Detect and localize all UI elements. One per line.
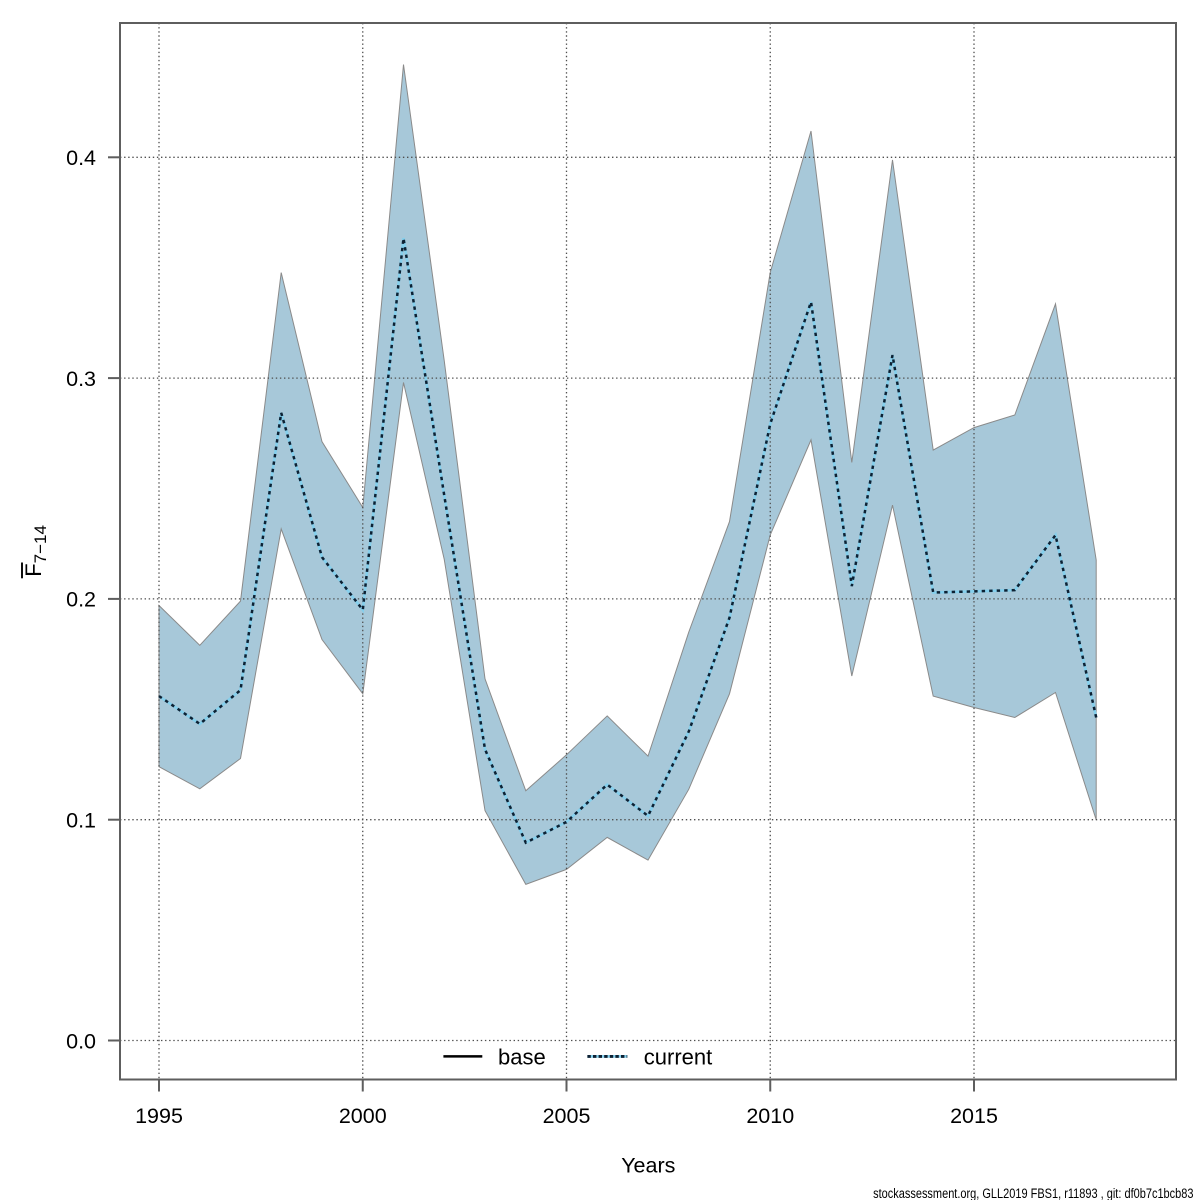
svg-text:0.0: 0.0 (66, 1029, 96, 1053)
svg-text:0.3: 0.3 (66, 367, 96, 391)
svg-text:current: current (644, 1044, 712, 1069)
svg-text:2005: 2005 (543, 1104, 591, 1128)
svg-text:2000: 2000 (339, 1104, 387, 1128)
svg-text:base: base (498, 1044, 546, 1069)
svg-text:1995: 1995 (135, 1104, 183, 1128)
svg-text:2010: 2010 (746, 1104, 794, 1128)
svg-text:stockassessment.org, GLL2019 F: stockassessment.org, GLL2019 FBS1, r1189… (873, 1186, 1193, 1200)
svg-text:2015: 2015 (950, 1104, 998, 1128)
svg-text:0.4: 0.4 (66, 146, 96, 170)
svg-text:0.2: 0.2 (66, 588, 96, 612)
svg-text:Years: Years (621, 1154, 675, 1178)
svg-text:0.1: 0.1 (66, 809, 96, 833)
